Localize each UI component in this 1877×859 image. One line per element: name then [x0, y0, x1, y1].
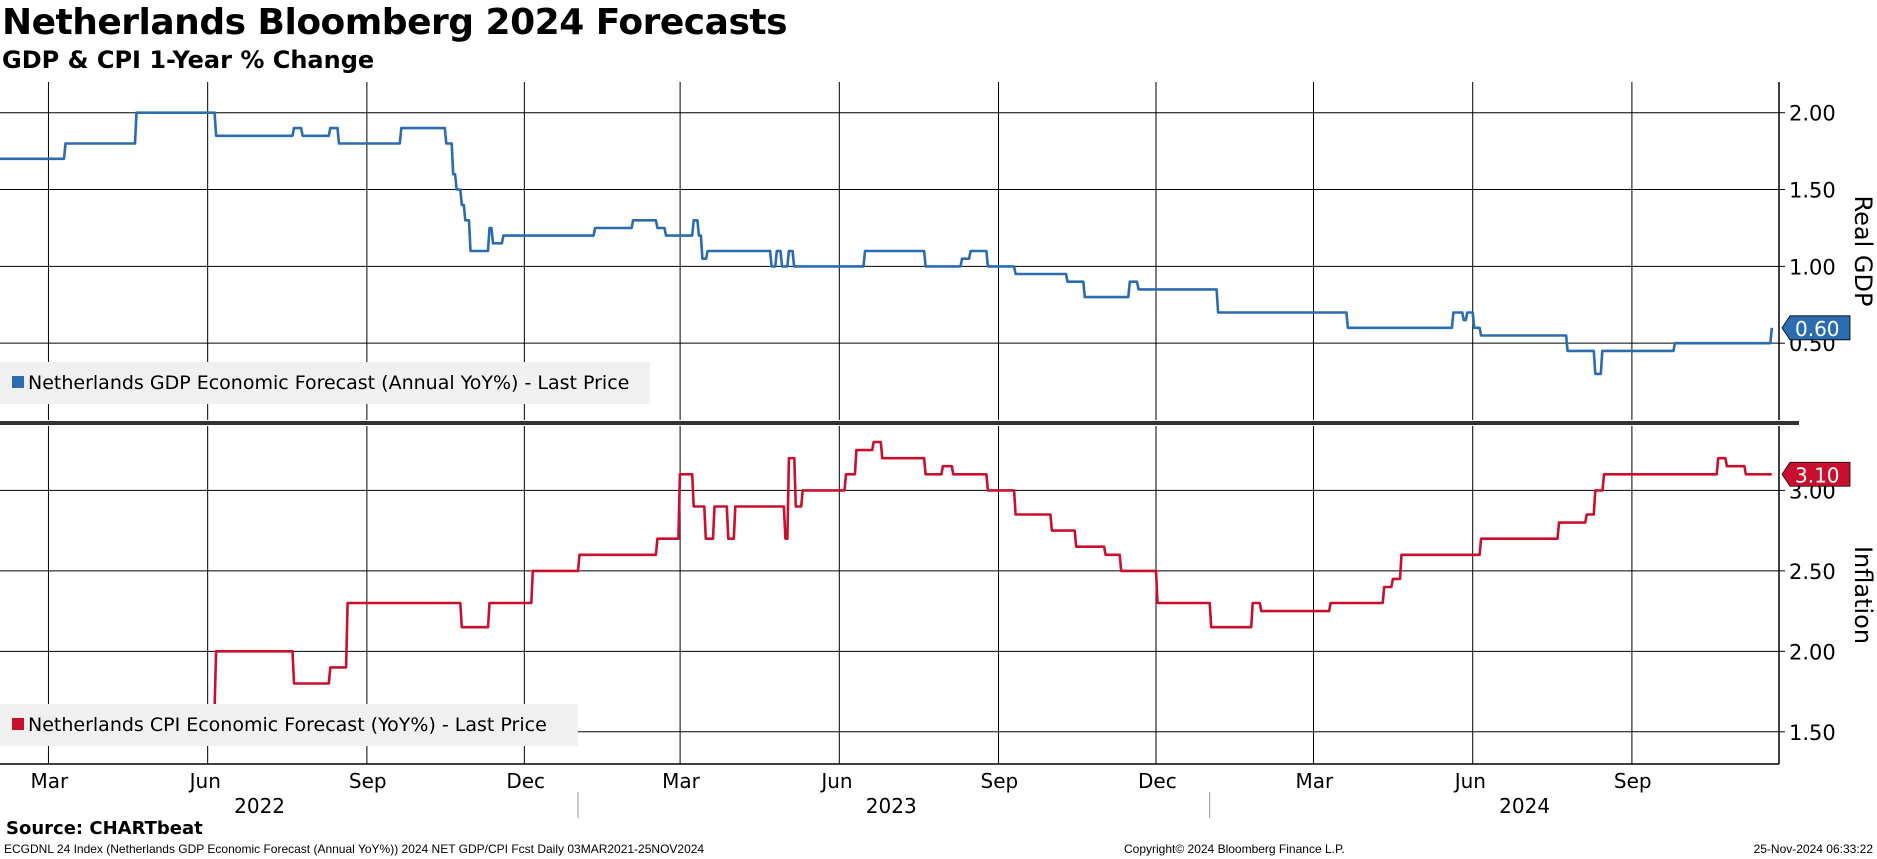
x-month-label: Jun: [188, 769, 221, 793]
y-tick-label: 2.00: [1789, 640, 1836, 664]
x-month-label: Mar: [30, 769, 69, 793]
legend-label: Netherlands CPI Economic Forecast (YoY%)…: [28, 714, 547, 736]
x-month-label: Sep: [1614, 769, 1652, 793]
cpi-last-value-badge: [1781, 461, 1851, 487]
x-month-label: Mar: [1295, 769, 1334, 793]
legend-label: Netherlands GDP Economic Forecast (Annua…: [28, 372, 629, 394]
index-footnote: ECGDNL 24 Index (Netherlands GDP Economi…: [4, 842, 705, 856]
legend-swatch: [12, 718, 24, 730]
legend-background: [0, 362, 650, 404]
x-month-label: Jun: [819, 769, 852, 793]
gdp-series-line: [0, 111, 1774, 376]
x-month-label: Jun: [1453, 769, 1486, 793]
cpi-legend: Netherlands CPI Economic Forecast (YoY%)…: [0, 704, 578, 746]
gdp-last-value-badge: [1781, 315, 1851, 341]
chart-subtitle: GDP & CPI 1-Year % Change: [2, 46, 375, 74]
gdp-legend: Netherlands GDP Economic Forecast (Annua…: [0, 362, 650, 404]
x-month-label: Mar: [662, 769, 701, 793]
y-tick-label: 1.50: [1789, 179, 1836, 203]
x-axis: Mar Jun Sep Dec Mar Jun Sep Dec Mar Jun Sep 2022 202…: [0, 763, 1779, 818]
y-tick-label: 2.50: [1789, 560, 1836, 584]
x-month-label: Sep: [349, 769, 387, 793]
gdp-y-axis-title: Real GDP: [1849, 196, 1877, 307]
y-tick-label: 1.00: [1789, 255, 1836, 279]
timestamp: 25-Nov-2024 06:33:22: [1753, 842, 1873, 856]
x-year-label: 2024: [1499, 794, 1550, 818]
y-tick-label: 2.00: [1789, 102, 1836, 126]
cpi-panel: 1.502.002.503.003.10InflationNetherlands…: [0, 426, 1877, 764]
cpi-series-line: [117, 440, 1772, 717]
chart-title: Netherlands Bloomberg 2024 Forecasts: [2, 2, 788, 43]
x-year-label: 2022: [234, 794, 285, 818]
legend-background: [0, 704, 578, 746]
source-note: Source: CHARTbeat: [6, 818, 203, 839]
copyright-note: Copyright© 2024 Bloomberg Finance L.P.: [1124, 842, 1345, 856]
x-year-label: 2023: [866, 794, 917, 818]
x-month-label: Sep: [981, 769, 1019, 793]
y-tick-label: 1.50: [1789, 721, 1836, 745]
cpi-last-value-label: 3.10: [1795, 463, 1840, 487]
x-month-label: Dec: [506, 769, 545, 793]
legend-swatch: [12, 376, 24, 388]
cpi-y-axis-title: Inflation: [1849, 546, 1877, 644]
gdp-last-value-label: 0.60: [1795, 317, 1840, 341]
x-month-label: Dec: [1138, 769, 1177, 793]
